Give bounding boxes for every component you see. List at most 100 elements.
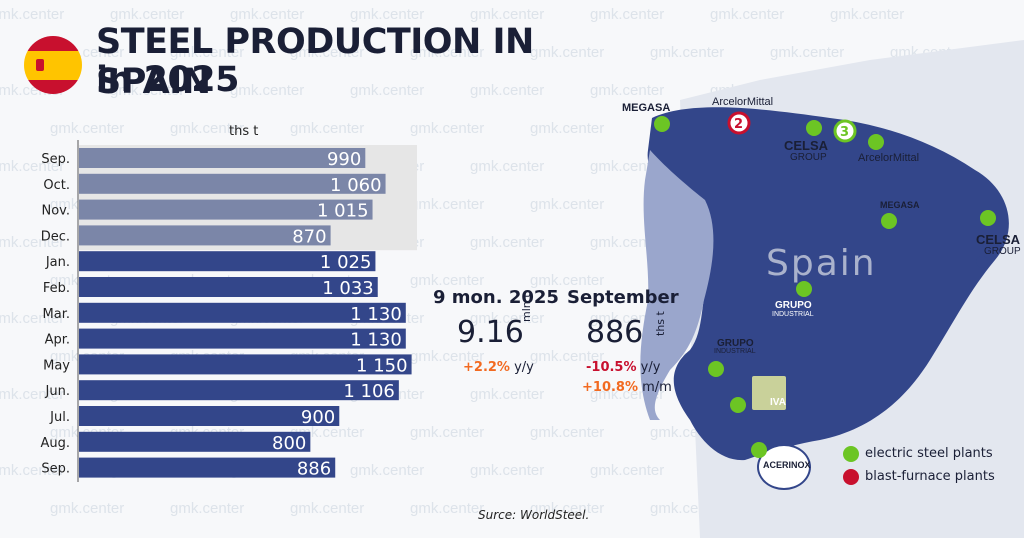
bar: [79, 354, 412, 375]
value-label: 990: [327, 149, 361, 170]
riva-logo: [752, 376, 786, 410]
company-label-megasa-2: MEGASA: [880, 200, 920, 210]
watermark-text: gmk.center: [230, 6, 305, 23]
electric-plant-marker: [980, 210, 996, 226]
value-label: 1 106: [343, 381, 395, 402]
watermark-text: gmk.center: [710, 6, 785, 23]
bar: [79, 173, 386, 194]
stats-period1-label: 9 mon. 2025: [433, 287, 559, 308]
watermark-text: gmk.center: [290, 120, 365, 137]
stats-period2-unit: ths t: [654, 311, 667, 336]
category-label: Nov.: [42, 204, 71, 219]
watermark-text: gmk.center: [170, 44, 245, 61]
watermark-text: gmk.center: [410, 44, 485, 61]
watermark-text: gmk.center: [410, 196, 485, 213]
company-label-grupo-2: GRUPO: [717, 338, 754, 349]
company-label-celsa-group-2: GROUP: [984, 246, 1021, 257]
bar: [79, 431, 311, 452]
electric-plant-marker: [751, 442, 767, 458]
balearic-island: [976, 256, 988, 268]
watermark-text: gmk.center: [590, 158, 665, 175]
category-label: Apr.: [45, 333, 70, 348]
value-label: 1 150: [356, 355, 408, 376]
electric-plant-marker: [868, 134, 884, 150]
value-label: 800: [272, 433, 306, 454]
watermark-text: gmk.center: [770, 44, 845, 61]
watermark-text: gmk.center: [0, 158, 65, 175]
watermark-text: gmk.center: [470, 158, 545, 175]
watermark-text: gmk.center: [50, 120, 125, 137]
value-label: 870: [292, 226, 326, 247]
company-label-celsa-group: GROUP: [790, 152, 827, 163]
category-label: Sep.: [41, 462, 70, 477]
watermark-text: gmk.center: [530, 348, 605, 365]
spain-landmass: [647, 107, 1009, 461]
company-label-megasa: MEGASA: [622, 102, 671, 114]
value-label: 1 060: [330, 175, 382, 196]
company-label-arcelormittal: ArcelorMittal: [712, 96, 774, 108]
watermark-text: gmk.center: [0, 386, 65, 403]
legend-blast-dot: [843, 469, 859, 485]
watermark-text: gmk.center: [470, 310, 545, 327]
company-label-grupo-industrial-2: INDUSTRIAL: [714, 348, 756, 355]
electric-plant-marker: [654, 116, 670, 132]
company-label-grupo-industrial: INDUSTRIAL: [772, 311, 814, 318]
company-label-arcelormittal-2: ArcelorMittal: [858, 152, 920, 164]
watermark-text: gmk.center: [410, 424, 485, 441]
watermark-text: gmk.center: [170, 120, 245, 137]
marker-number-3: 3: [840, 125, 849, 140]
legend-electric-dot: [843, 446, 859, 462]
bar: [79, 277, 378, 297]
stats-period2-change-yy: -10.5% y/y: [586, 360, 661, 375]
watermark-text: gmk.center: [0, 462, 65, 479]
watermark-text: gmk.center: [230, 82, 305, 99]
category-label: Jan.: [45, 255, 70, 270]
category-label: Oct.: [43, 178, 70, 193]
electric-plant-marker: [730, 397, 746, 413]
watermark-text: gmk.center: [530, 120, 605, 137]
watermark-text: gmk.center: [350, 462, 425, 479]
portugal-landmass: [640, 150, 714, 420]
electric-plant-marker: [796, 281, 812, 297]
company-label-acerinox: ACERINOX: [763, 460, 811, 470]
value-label: 900: [301, 407, 335, 428]
value-label: 1 130: [350, 330, 402, 351]
watermark-text: gmk.center: [170, 500, 245, 517]
watermark-text: gmk.center: [590, 82, 665, 99]
watermark-text: gmk.center: [410, 272, 485, 289]
watermark-text: gmk.center: [110, 82, 185, 99]
legend-electric-label: electric steel plants: [865, 446, 993, 461]
category-label: Aug.: [40, 436, 70, 451]
watermark-text: gmk.center: [530, 196, 605, 213]
watermark-text: gmk.center: [350, 6, 425, 23]
watermark-text: gmk.center: [590, 462, 665, 479]
watermark-text: gmk.center: [410, 500, 485, 517]
bar: [79, 328, 406, 349]
electric-plant-marker: [806, 120, 822, 136]
watermark-text: gmk.center: [290, 44, 365, 61]
watermark-text: gmk.center: [0, 310, 65, 327]
value-label: 1 033: [322, 278, 374, 299]
watermark-text: gmk.center: [650, 44, 725, 61]
category-label: Sep.: [41, 152, 70, 167]
bar: [79, 406, 340, 426]
source-note: Surce: WorldSteel.: [478, 508, 590, 522]
stats-period2-value: 886: [586, 315, 644, 350]
watermark-text: gmk.center: [0, 234, 65, 251]
stats-period1-change: +2.2% y/y: [463, 360, 534, 375]
header: STEEL PRODUCTION IN SPAIN in 2025: [0, 0, 640, 110]
stats-period1-value: 9.16: [457, 315, 524, 350]
watermark-text: gmk.center: [470, 386, 545, 403]
value-label: 1 130: [350, 304, 402, 325]
bar: [79, 380, 399, 401]
bar: [79, 251, 376, 272]
legend-blast-label: blast-furnace plants: [865, 469, 995, 484]
marker-number-2: 2: [734, 117, 743, 132]
stats-period2-change-mm: +10.8% m/m: [582, 380, 672, 395]
blast-furnace-marker: [727, 111, 751, 135]
bar: [79, 457, 336, 478]
category-label: Dec.: [41, 229, 70, 244]
value-label: 1 025: [320, 252, 372, 273]
watermark-text: gmk.center: [530, 44, 605, 61]
